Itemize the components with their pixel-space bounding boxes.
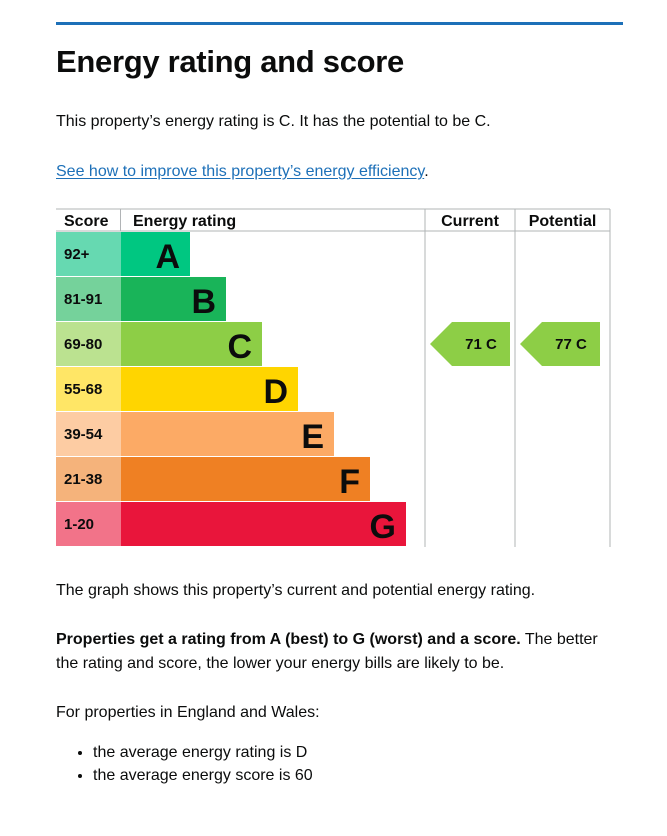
rating-bar-b bbox=[121, 277, 226, 321]
improve-efficiency-link[interactable]: See how to improve this property’s energ… bbox=[56, 163, 425, 180]
score-range-g: 1-20 bbox=[64, 516, 94, 533]
rating-letter-a: A bbox=[155, 238, 180, 276]
score-range-c: 69-80 bbox=[64, 336, 102, 353]
score-cell-b bbox=[56, 277, 121, 321]
rating-letter-f: F bbox=[339, 463, 360, 501]
score-range-a: 92+ bbox=[64, 246, 90, 263]
current-rating-arrow bbox=[430, 322, 510, 366]
rating-bar-a bbox=[121, 232, 190, 276]
rating-letter-d: D bbox=[263, 373, 288, 411]
rating-letter-g: G bbox=[370, 508, 396, 546]
rating-explanation: Properties get a rating from A (best) to… bbox=[56, 628, 616, 676]
energy-rating-chart: Score Energy rating Current Potential 92+ A 81… bbox=[56, 208, 611, 547]
rating-bar-g bbox=[121, 502, 406, 546]
rating-bar-f bbox=[121, 457, 370, 501]
rating-bar-d bbox=[121, 367, 298, 411]
score-range-e: 39-54 bbox=[64, 426, 103, 443]
list-item: the average energy score is 60 bbox=[93, 764, 313, 787]
rating-summary: This property’s energy rating is C. It h… bbox=[56, 113, 491, 130]
page-title: Energy rating and score bbox=[56, 44, 404, 79]
score-cell-g bbox=[56, 502, 121, 546]
potential-rating-label: 77 C bbox=[555, 336, 587, 353]
graph-caption: The graph shows this property’s current … bbox=[56, 582, 536, 599]
averages-list: the average energy rating is D the avera… bbox=[56, 741, 313, 787]
header-current: Current bbox=[441, 213, 499, 230]
averages-intro: For properties in England and Wales: bbox=[56, 704, 320, 721]
rating-letter-e: E bbox=[301, 418, 324, 456]
score-cell-e bbox=[56, 412, 121, 456]
rating-bar-e bbox=[121, 412, 334, 456]
current-rating-label: 71 C bbox=[465, 336, 497, 353]
top-rule bbox=[56, 22, 623, 25]
header-energy-rating: Energy rating bbox=[133, 213, 236, 230]
rating-explanation-bold: Properties get a rating from A (best) to… bbox=[56, 631, 521, 648]
rating-explanation-rest: The better the rating and score, the low… bbox=[56, 631, 598, 672]
list-item: the average energy rating is D bbox=[93, 741, 313, 764]
potential-rating-arrow bbox=[520, 322, 600, 366]
score-range-f: 21-38 bbox=[64, 471, 102, 488]
rating-bar-c bbox=[121, 322, 262, 366]
score-cell-c bbox=[56, 322, 121, 366]
score-range-d: 55-68 bbox=[64, 381, 102, 398]
improve-link-paragraph: See how to improve this property’s energ… bbox=[56, 160, 616, 184]
score-range-b: 81-91 bbox=[64, 291, 102, 308]
rating-letter-b: B bbox=[191, 283, 216, 321]
score-cell-a bbox=[56, 232, 121, 276]
link-suffix: . bbox=[424, 163, 429, 180]
header-score: Score bbox=[64, 213, 109, 230]
header-potential: Potential bbox=[529, 213, 597, 230]
score-cell-d bbox=[56, 367, 121, 411]
rating-letter-c: C bbox=[227, 328, 252, 366]
score-cell-f bbox=[56, 457, 121, 501]
